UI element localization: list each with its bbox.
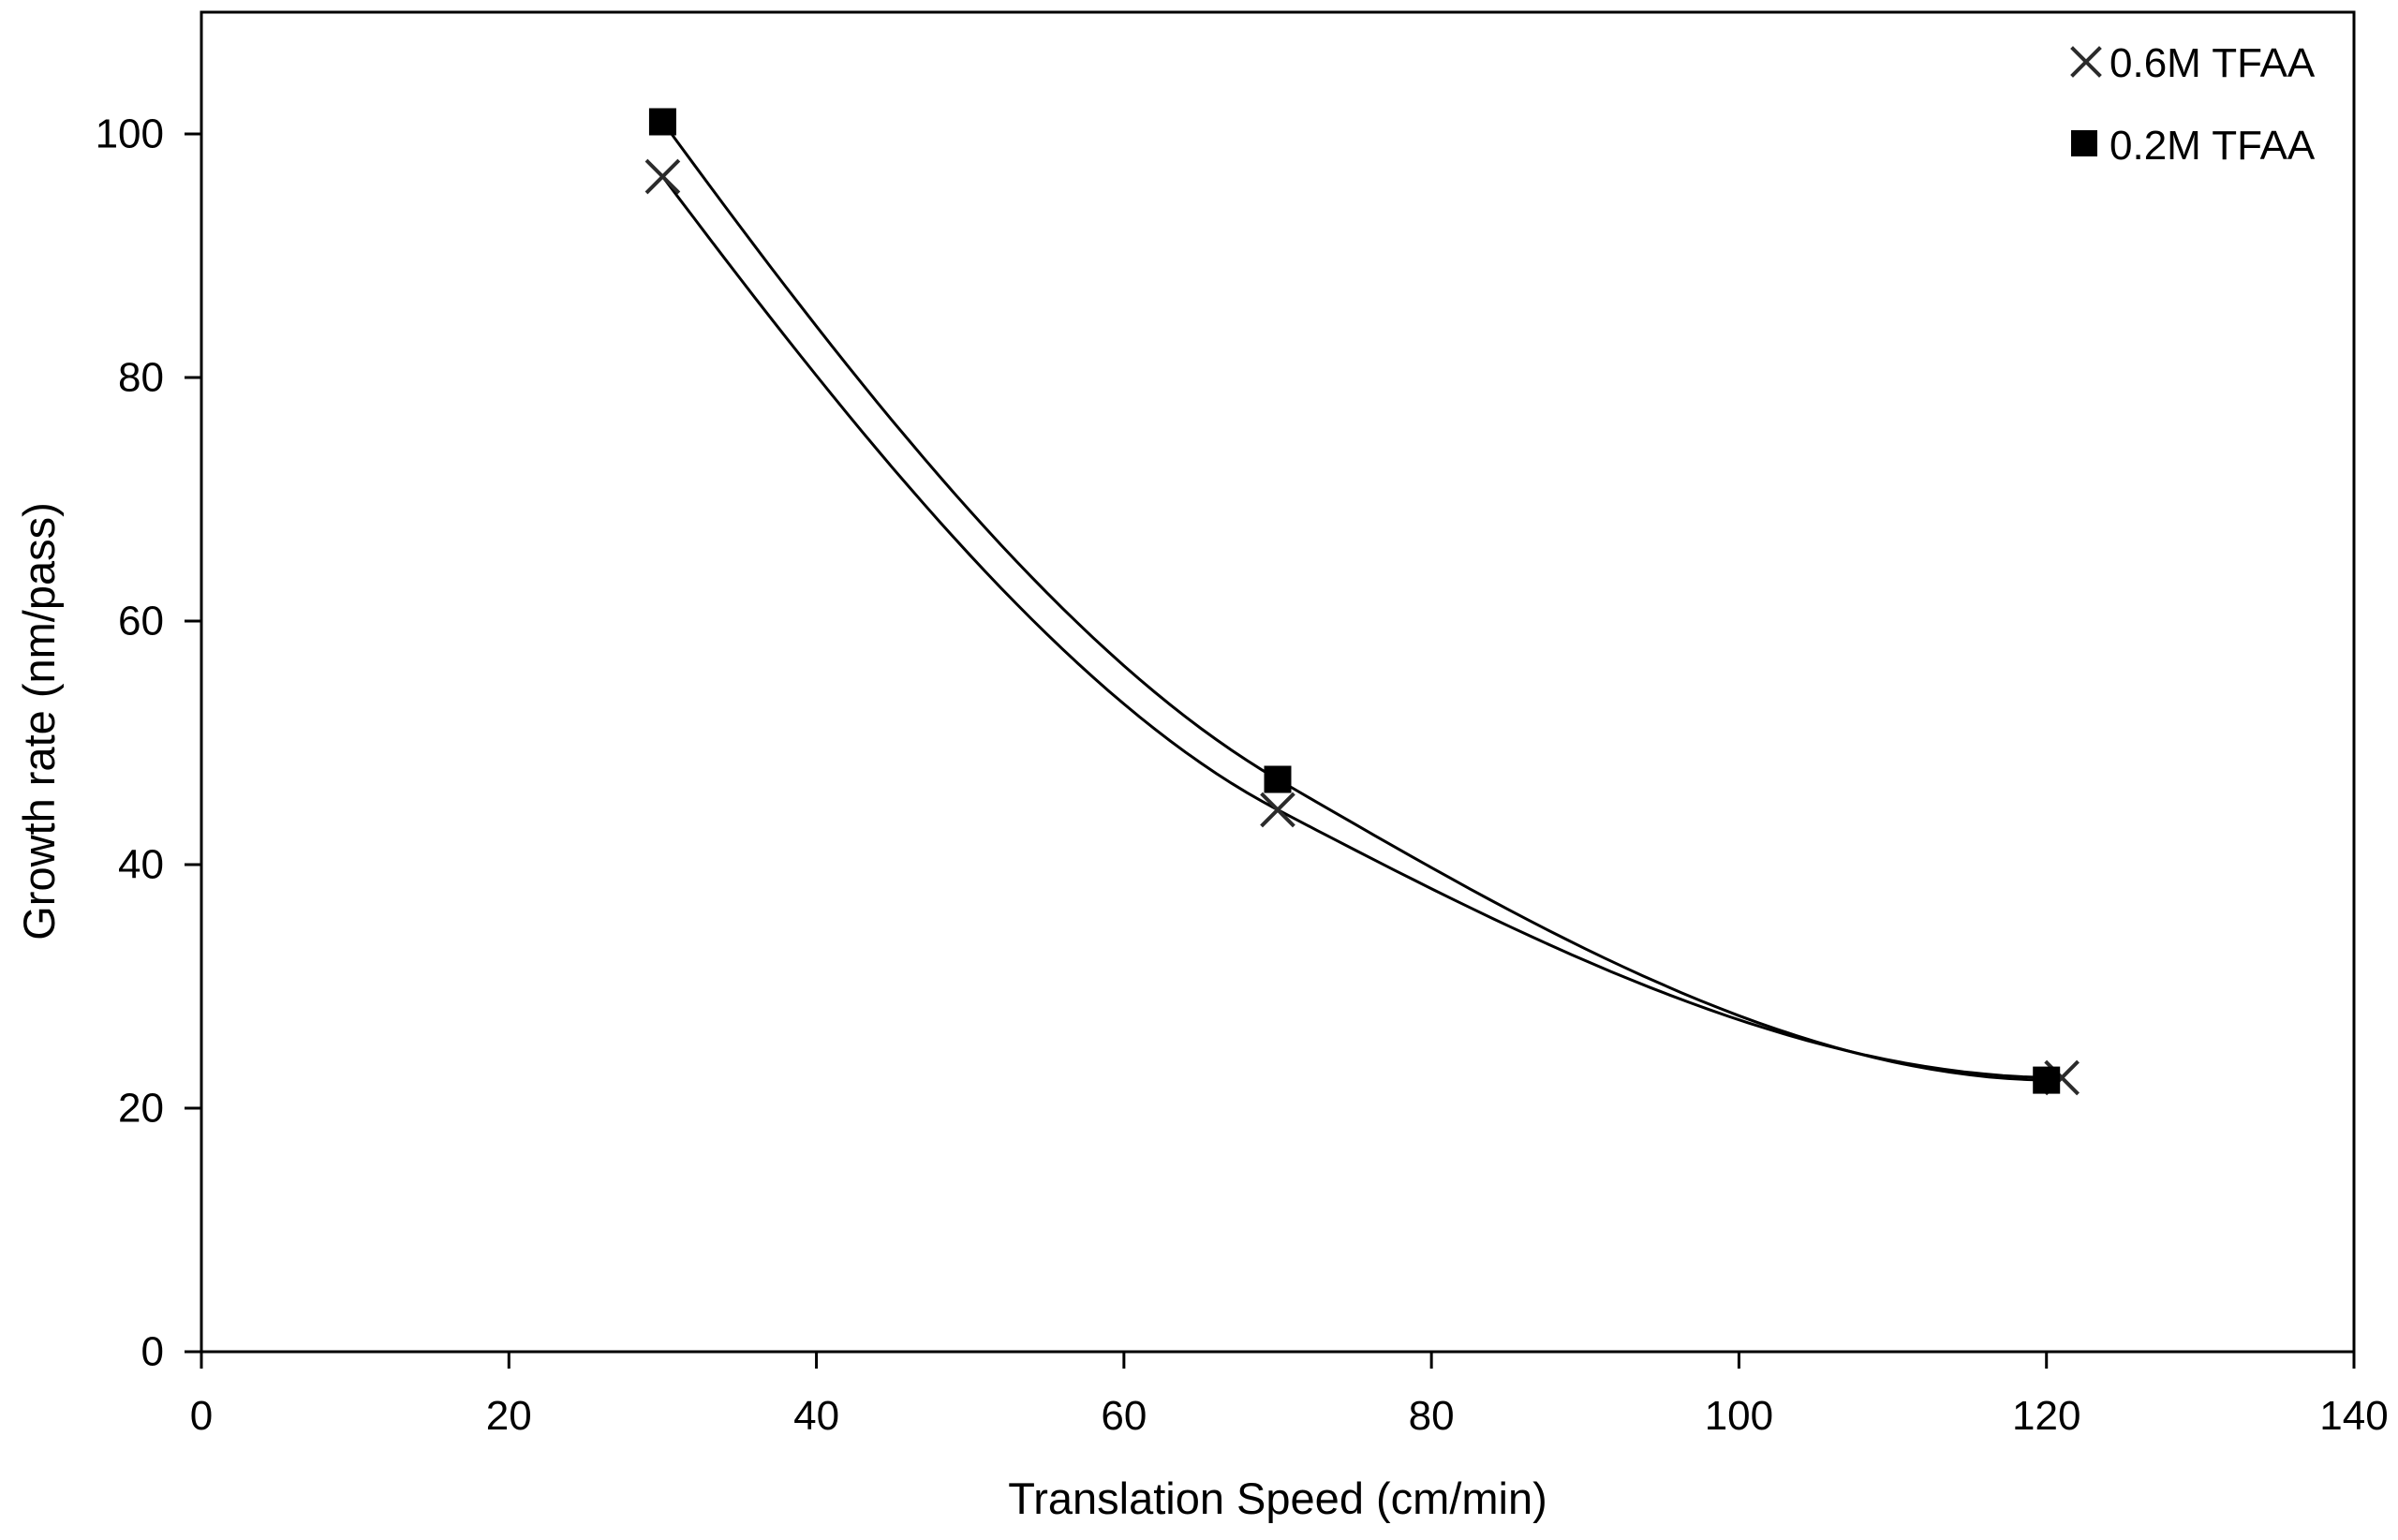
square-marker-icon — [2071, 130, 2097, 156]
legend-item-0.2m: 0.2M TFAA — [2071, 123, 2316, 169]
y-tick-label: 20 — [118, 1086, 164, 1132]
y-tick-label: 40 — [118, 842, 164, 888]
x-tick-label: 0 — [190, 1393, 213, 1439]
y-tick-label: 0 — [141, 1329, 164, 1375]
legend-item-0.6m: 0.6M TFAA — [2070, 40, 2316, 86]
x-tick-label: 40 — [793, 1393, 839, 1439]
y-tick-label: 100 — [96, 111, 164, 157]
y-axis-title: Growth rate (nm/pass) — [14, 502, 64, 940]
legend-label-0.2m: 0.2M TFAA — [2109, 123, 2316, 169]
x-axis-title: Translation Speed (cm/min) — [1008, 1473, 1547, 1523]
plot-area-border — [200, 10, 2356, 1354]
data-point-square — [648, 108, 676, 136]
x-tick-label: 100 — [1705, 1393, 1773, 1439]
plot-content: 0 20 40 60 80 100 120 140 0 20 40 60 80 100 — [96, 108, 2389, 1439]
y-tick-label: 80 — [118, 355, 164, 401]
data-point-x — [644, 158, 681, 195]
x-tick-label: 140 — [2319, 1393, 2388, 1439]
data-point-square — [2033, 1066, 2061, 1094]
x-tick-label: 120 — [2012, 1393, 2080, 1439]
y-tick-label: 60 — [118, 599, 164, 644]
data-point-square — [1264, 765, 1292, 793]
legend: 0.6M TFAA 0.2M TFAA — [2070, 40, 2316, 169]
x-marker-stroke — [644, 158, 681, 195]
x-tick-label: 60 — [1101, 1393, 1147, 1439]
data-point-x — [1260, 792, 1295, 828]
legend-label-0.6m: 0.6M TFAA — [2109, 40, 2316, 86]
trendline-0.2m-tfaa — [661, 121, 2047, 1082]
x-tick-label: 20 — [486, 1393, 532, 1439]
x-tick-label: 80 — [1409, 1393, 1455, 1439]
x-marker-icon — [2070, 46, 2102, 78]
x-marker-stroke — [1260, 792, 1295, 828]
trendline-0.6m-tfaa — [661, 175, 2063, 1079]
